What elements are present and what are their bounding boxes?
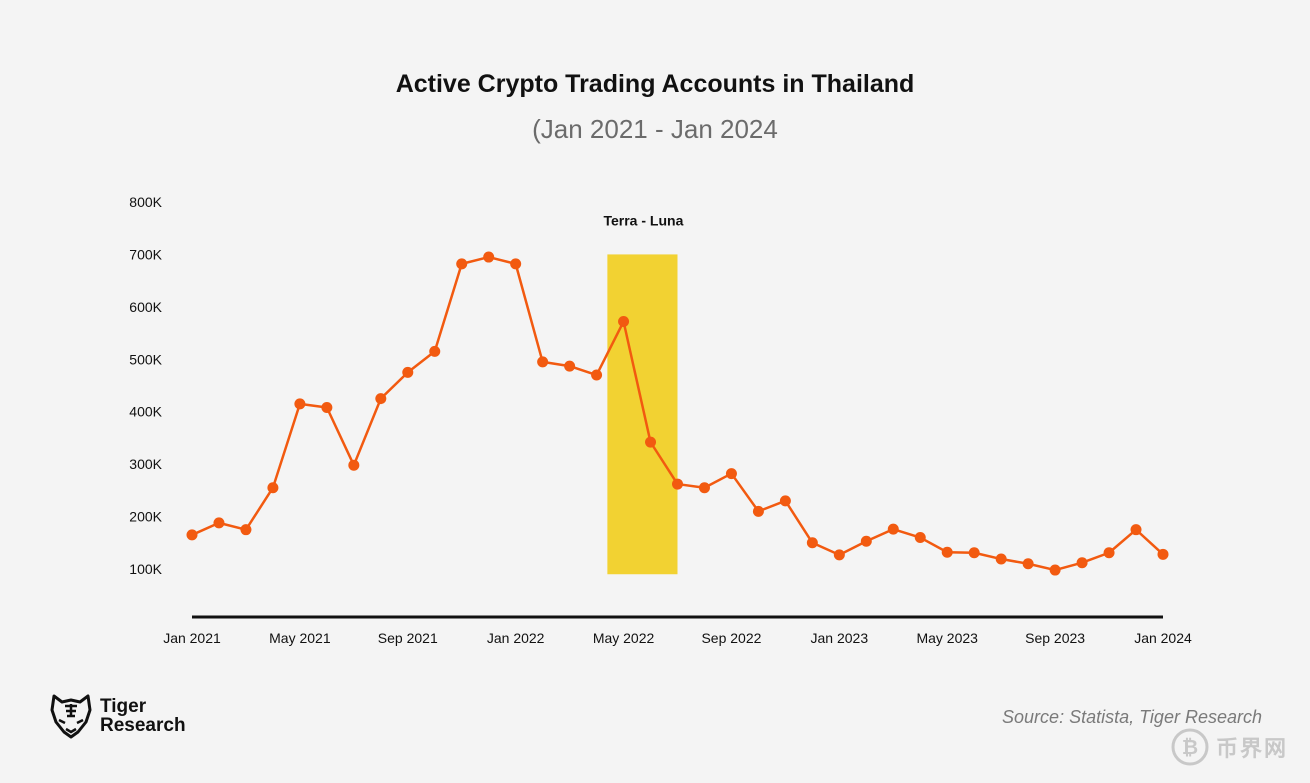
data-point — [968, 547, 980, 559]
data-point — [213, 517, 225, 529]
y-tick-label: 500K — [129, 351, 162, 367]
tiger-research-logo: Tiger Research — [48, 692, 186, 740]
data-point — [833, 549, 845, 561]
line-chart: 100K 200K 300K 400K 500K 600K 700K 800K Terra -… — [129, 194, 1192, 646]
data-point — [186, 529, 198, 541]
series-group — [186, 251, 1169, 576]
data-point — [860, 535, 872, 547]
data-point — [1157, 548, 1169, 560]
x-tick-label: May 2023 — [916, 630, 978, 646]
chart-title: Active Crypto Trading Accounts in Thaila… — [395, 70, 915, 98]
y-tick-label: 300K — [129, 456, 162, 472]
data-point — [618, 316, 630, 328]
logo-text-line2: Research — [100, 715, 186, 736]
x-tick-label: Sep 2023 — [1025, 630, 1085, 646]
y-tick-label: 600K — [129, 299, 162, 315]
y-tick-label: 200K — [129, 509, 162, 525]
chart-subtitle: (Jan 2021 - Jan 2024 — [532, 114, 778, 144]
x-tick-label: May 2022 — [593, 630, 655, 646]
x-axis-ticks: Jan 2021 May 2021 Sep 2021 Jan 2022 May 2022… — [163, 630, 1192, 646]
data-point — [698, 482, 710, 494]
watermark-text: 币界网 — [1215, 736, 1288, 761]
bitcoin-icon: ₿ — [1171, 728, 1209, 766]
data-point — [537, 356, 549, 368]
data-point — [483, 251, 495, 263]
annotation-band — [607, 254, 678, 575]
data-point — [725, 468, 737, 480]
logo-text-line1: Tiger — [100, 696, 147, 717]
data-point — [914, 532, 926, 544]
data-point — [1130, 524, 1142, 536]
data-point — [267, 482, 279, 494]
x-tick-label: Jan 2021 — [163, 630, 221, 646]
data-point — [402, 366, 414, 378]
tiger-head-icon — [50, 694, 92, 739]
x-tick-label: Sep 2021 — [378, 630, 438, 646]
data-point — [1076, 557, 1088, 569]
source-note: Source: Statista, Tiger Research — [1002, 707, 1262, 727]
data-point — [806, 537, 818, 549]
y-tick-label: 800K — [129, 194, 162, 210]
data-point — [240, 524, 252, 536]
annotation-label: Terra - Luna — [603, 212, 683, 228]
x-tick-label: Jan 2022 — [487, 630, 545, 646]
x-tick-label: Jan 2023 — [811, 630, 869, 646]
data-point — [294, 398, 306, 410]
data-point — [995, 553, 1007, 565]
data-point — [779, 495, 791, 507]
x-tick-label: May 2021 — [269, 630, 331, 646]
data-point — [1049, 564, 1061, 576]
data-point — [752, 505, 764, 517]
svg-text:₿: ₿ — [1182, 735, 1198, 759]
data-point — [564, 360, 576, 372]
data-point — [887, 523, 899, 535]
watermark: ₿ 币界网 — [1170, 727, 1288, 767]
data-point — [348, 459, 360, 471]
y-axis-ticks: 100K 200K 300K 400K 500K 600K 700K 800K — [129, 194, 162, 577]
y-tick-label: 100K — [129, 561, 162, 577]
data-point — [1103, 547, 1115, 559]
data-point — [1022, 558, 1034, 570]
data-point — [672, 478, 683, 490]
data-point — [941, 546, 953, 558]
y-tick-label: 400K — [129, 404, 162, 420]
data-point — [321, 402, 333, 414]
data-point — [375, 393, 387, 405]
data-point — [429, 345, 441, 357]
data-point — [456, 258, 468, 270]
terra-luna-annotation: Terra - Luna — [603, 212, 684, 575]
data-point — [645, 436, 657, 448]
x-tick-label: Sep 2022 — [701, 630, 761, 646]
x-tick-label: Jan 2024 — [1134, 630, 1192, 646]
data-point — [510, 258, 522, 270]
y-tick-label: 700K — [129, 246, 162, 262]
data-point — [591, 369, 603, 381]
